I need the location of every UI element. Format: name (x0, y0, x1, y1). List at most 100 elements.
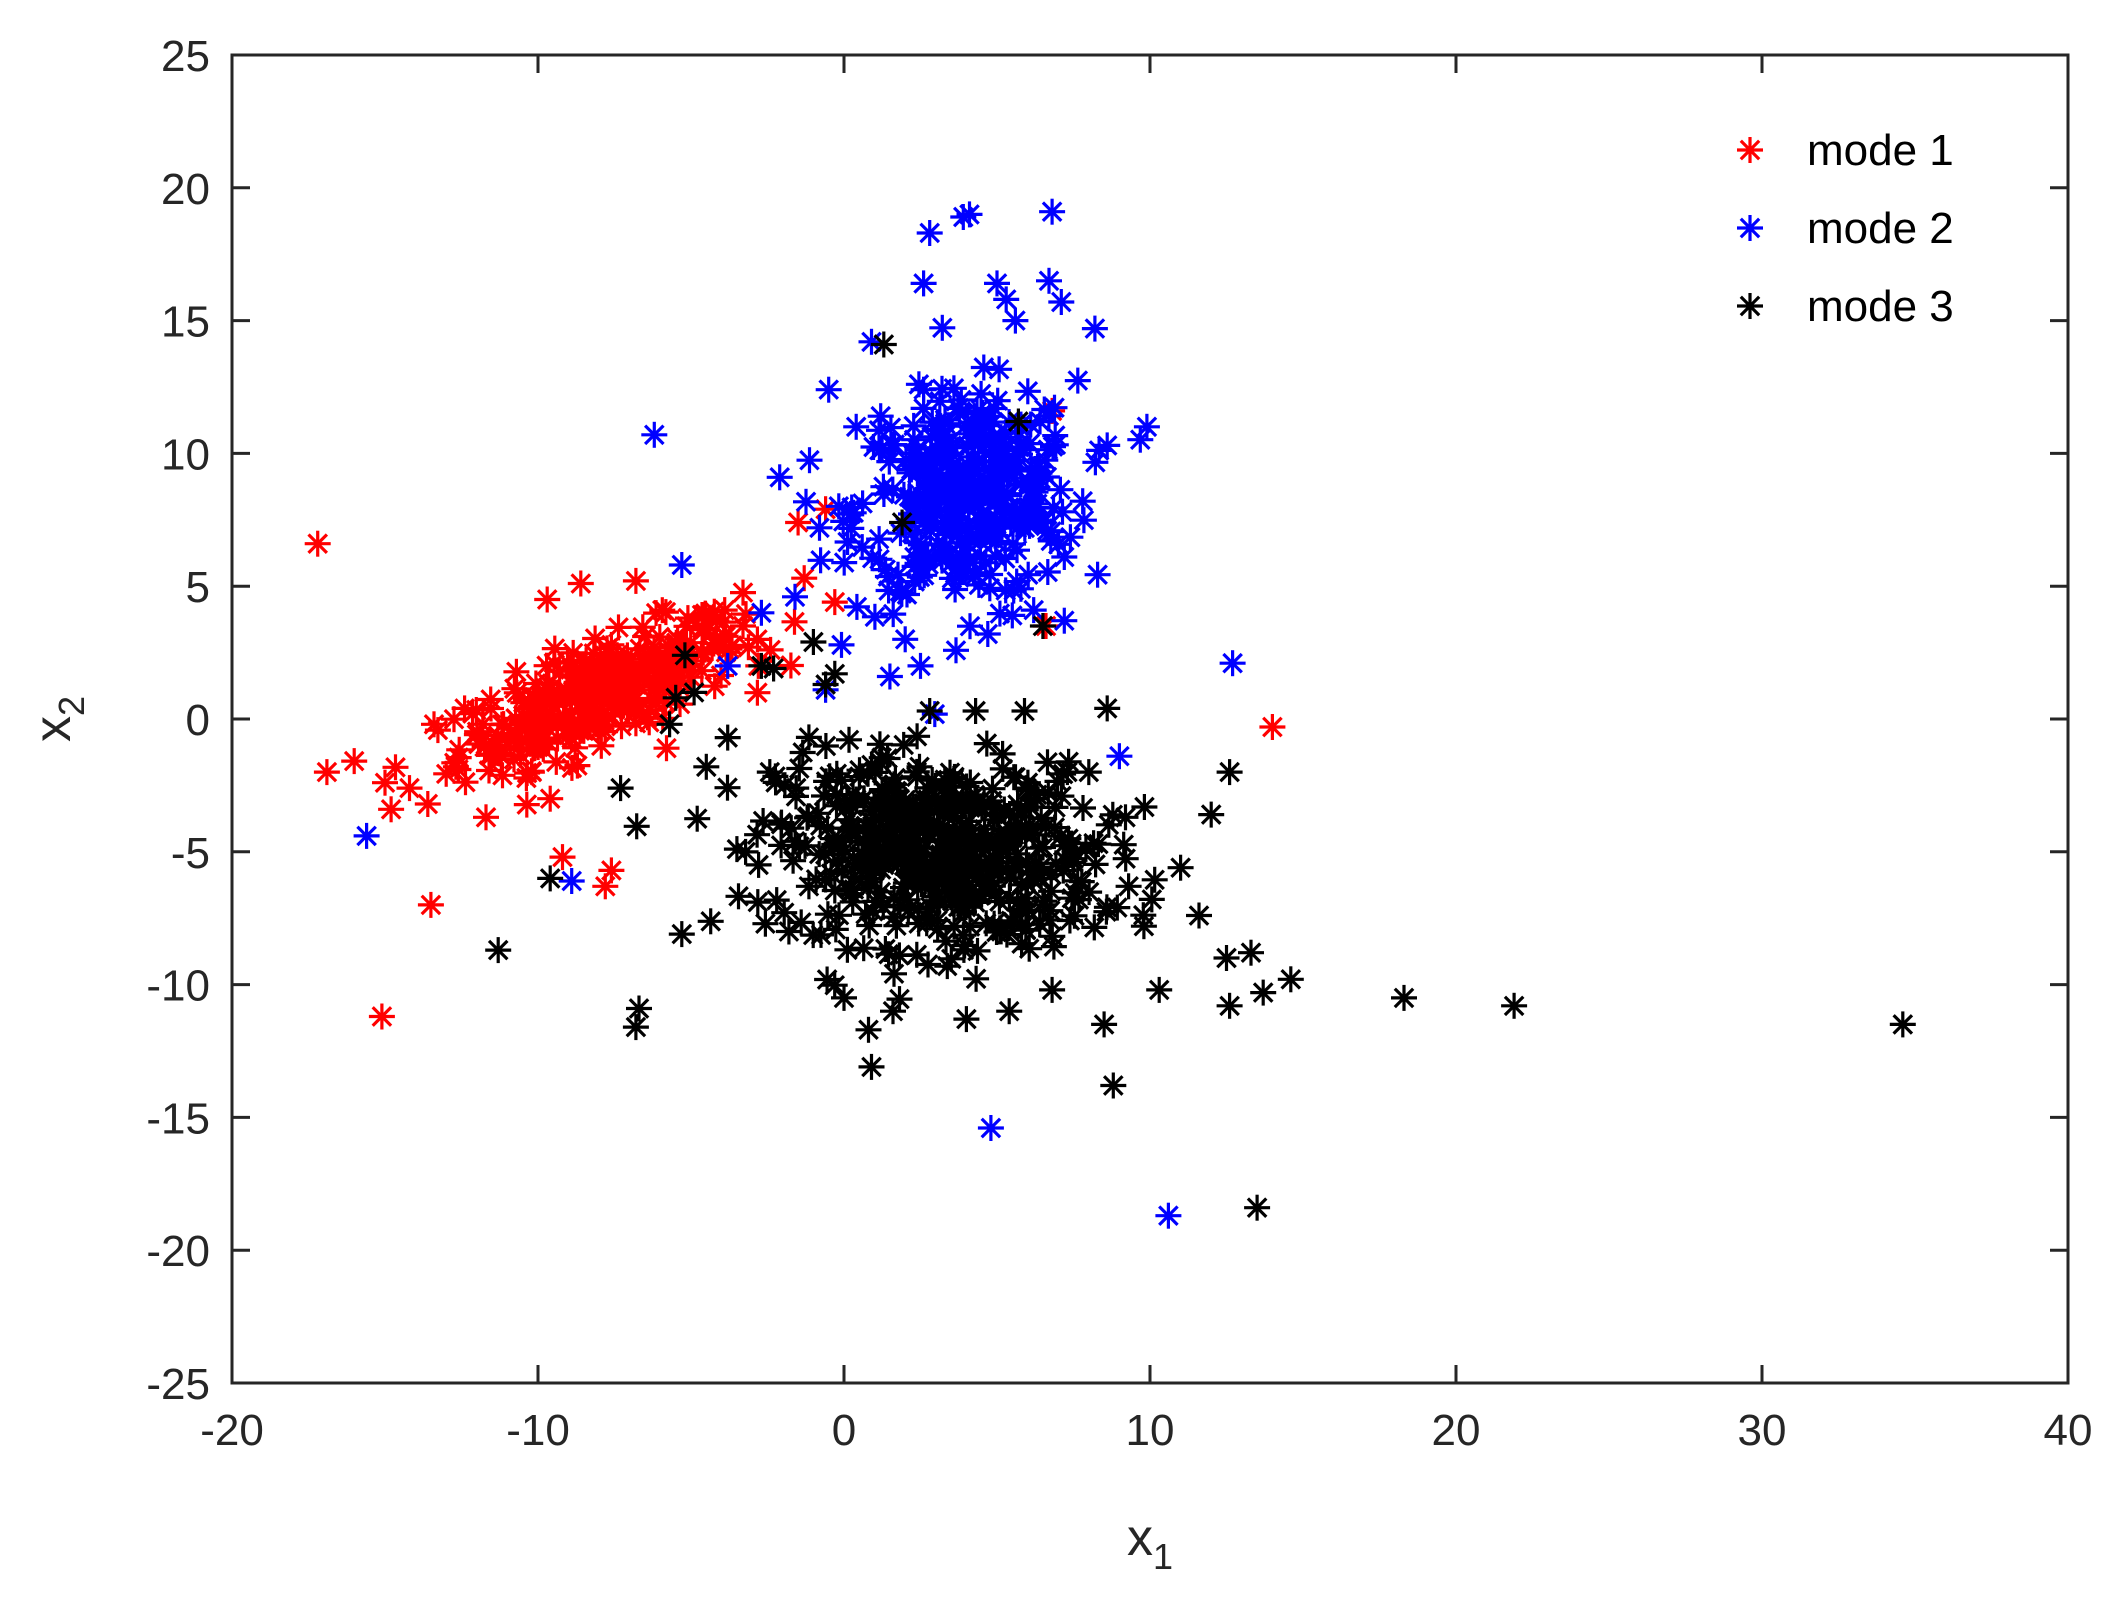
data-point (813, 768, 840, 795)
data-point (907, 652, 934, 679)
data-point (806, 514, 833, 541)
data-point (1133, 413, 1160, 440)
data-point (807, 547, 834, 574)
data-point (930, 424, 957, 451)
data-point (1391, 984, 1417, 1011)
data-point (938, 945, 965, 972)
data-point (859, 545, 886, 572)
data-point (1038, 878, 1065, 905)
data-point (533, 687, 560, 714)
data-point (1013, 498, 1040, 525)
data-point (928, 446, 955, 473)
data-point (1062, 839, 1089, 866)
data-point (821, 589, 848, 616)
data-point (681, 679, 708, 706)
data-point (744, 821, 771, 848)
data-point (870, 331, 897, 358)
data-point (916, 220, 943, 246)
data-point (353, 822, 380, 849)
data-point (791, 565, 818, 592)
data-point (1012, 796, 1039, 823)
data-point (889, 509, 916, 536)
data-point (1141, 866, 1168, 893)
data-point (629, 614, 656, 641)
data-point (1030, 834, 1056, 861)
data-point (554, 677, 580, 704)
data-point (956, 466, 983, 493)
data-point (396, 775, 423, 802)
data-point (1042, 422, 1069, 449)
data-point (922, 772, 949, 799)
data-point (834, 936, 861, 963)
data-point (567, 570, 594, 597)
data-point (626, 995, 652, 1022)
data-point (558, 868, 585, 894)
data-point (368, 1003, 395, 1030)
data-point (1084, 561, 1111, 588)
data-point (712, 623, 739, 650)
data-point (1081, 315, 1108, 342)
data-point (744, 679, 771, 706)
data-point (652, 667, 679, 694)
data-point (730, 579, 756, 606)
data-point (1018, 478, 1045, 505)
data-point (1040, 495, 1067, 521)
data-point (1213, 945, 1240, 971)
data-point (1014, 378, 1041, 405)
data-point (652, 599, 679, 626)
data-point (671, 642, 698, 669)
data-point (473, 804, 499, 831)
x-tick-label: 20 (1432, 1406, 1481, 1455)
data-point (890, 481, 917, 508)
data-point (534, 586, 561, 613)
data-point (697, 908, 724, 935)
data-point (723, 836, 750, 863)
data-point (540, 650, 567, 676)
y-tick-label: 15 (161, 298, 210, 347)
data-point (1003, 455, 1029, 482)
data-point (984, 270, 1010, 297)
data-point (910, 376, 937, 403)
data-point (622, 1014, 649, 1041)
x-tick-label: 30 (1738, 1406, 1787, 1455)
data-point (1100, 1072, 1127, 1099)
data-point (843, 593, 870, 620)
data-point (763, 887, 790, 914)
data-point (766, 464, 793, 491)
data-point (1039, 198, 1066, 225)
data-point (933, 521, 960, 548)
y-tick-label: 25 (161, 32, 210, 81)
data-point (372, 769, 398, 796)
data-point (575, 712, 602, 739)
x-tick-label: 0 (832, 1406, 856, 1455)
data-point (768, 809, 795, 836)
data-point (893, 837, 919, 864)
data-point (1277, 966, 1304, 993)
data-point (1186, 902, 1212, 929)
data-point (725, 883, 752, 910)
data-point (1039, 976, 1066, 1003)
data-point (1238, 939, 1264, 966)
data-point (777, 652, 804, 679)
data-point (894, 886, 921, 913)
data-point (838, 515, 865, 542)
data-point (849, 490, 876, 517)
data-point (916, 698, 943, 724)
data-point (622, 567, 649, 594)
data-point (985, 860, 1012, 887)
x-tick-label: -10 (506, 1406, 570, 1455)
data-point (714, 774, 741, 801)
y-tick-label: -5 (171, 829, 210, 878)
data-point (1048, 289, 1075, 315)
data-point (793, 488, 819, 515)
data-point (883, 912, 910, 939)
data-point (304, 530, 331, 557)
data-point (881, 960, 907, 987)
data-point (595, 673, 622, 700)
data-point (518, 759, 545, 786)
data-point (828, 631, 855, 658)
data-point (762, 769, 789, 796)
data-point (996, 998, 1023, 1025)
data-point (558, 754, 585, 781)
data-point (940, 804, 967, 831)
